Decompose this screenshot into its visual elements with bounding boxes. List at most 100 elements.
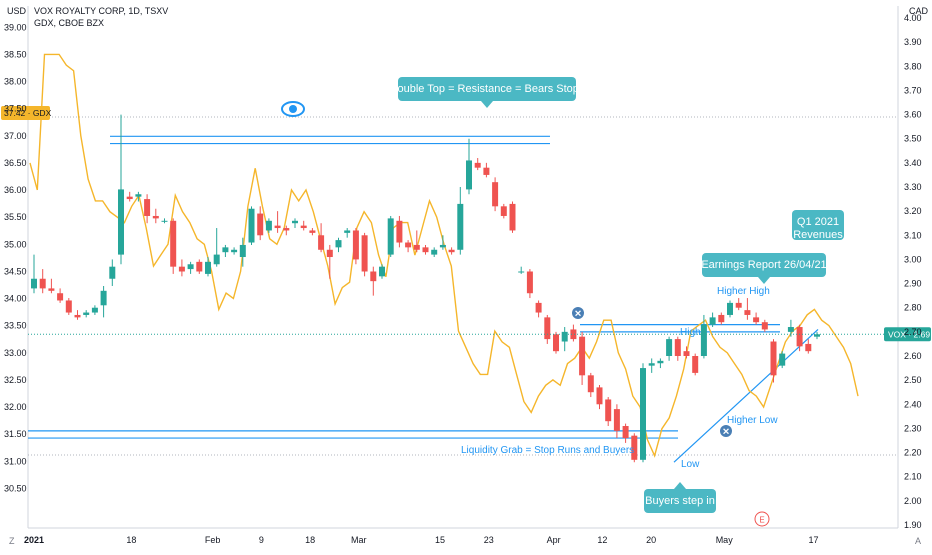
time-axis-tick-label: Mar [351, 535, 367, 545]
candle-body [205, 261, 211, 274]
candle-body [814, 334, 820, 337]
time-axis-tick-label: 15 [435, 535, 445, 545]
right-axis-tick-label: 2.70 [904, 327, 922, 337]
left-axis-tick-label[interactable]: 35.50 [4, 212, 27, 222]
buyers-callout-pointer [674, 482, 686, 489]
left-axis-tick-label[interactable]: 32.50 [4, 375, 27, 385]
left-axis-tick-label[interactable]: 35.00 [4, 239, 27, 249]
zoom-z-button[interactable]: Z [9, 536, 15, 546]
right-axis-tick-label: 1.90 [904, 520, 922, 530]
right-axis-tick-label: 2.30 [904, 423, 922, 433]
left-axis-tick-label[interactable]: 37.00 [4, 131, 27, 141]
left-axis-tick-label[interactable]: 30.50 [4, 483, 27, 493]
candle-body [39, 278, 46, 289]
time-axis[interactable]: 2021 18 Feb 9 18 Mar 15 23 Apr 12 20 May 17 [24, 535, 819, 545]
candle-body [666, 339, 673, 356]
candle-body [553, 334, 559, 352]
left-price-axis[interactable]: 39.00 38.50 38.00 37.50 37.00 36.50 36.00 35.50… [4, 22, 27, 493]
candle-body [396, 220, 403, 243]
candle-body [31, 278, 37, 289]
candle-body [709, 317, 716, 325]
left-axis-tick-label[interactable]: 36.50 [4, 158, 27, 168]
candle-body [500, 206, 507, 216]
candle-body [152, 215, 159, 219]
candle-body [796, 327, 803, 347]
left-axis-tick-label[interactable]: 33.50 [4, 321, 27, 331]
auto-scale-button[interactable]: A [915, 536, 922, 546]
candle-body [213, 254, 220, 265]
gdx-line [29, 53, 859, 458]
candle-body [292, 220, 298, 224]
higher-low-annotation: Higher Low [727, 415, 778, 426]
time-axis-tick-label: 20 [646, 535, 656, 545]
candle-body [257, 213, 264, 236]
right-axis-tick-label: 2.40 [904, 399, 922, 409]
high-annotation: High [680, 327, 701, 338]
candle-body [509, 203, 516, 231]
candle-body [335, 240, 342, 248]
left-axis-tick-label[interactable]: 31.00 [4, 456, 27, 466]
candle-body [100, 290, 107, 306]
gdx-price-badge [1, 105, 50, 120]
candle-body [457, 203, 464, 250]
vox-price-badge-text: VOX · 2.69 [888, 329, 930, 339]
right-axis-tick-label: 2.90 [904, 279, 922, 289]
candle-body [492, 182, 499, 207]
left-unit-label[interactable]: USD [7, 6, 27, 16]
left-axis-tick-label[interactable]: 34.00 [4, 294, 27, 304]
time-axis-tick-label: 17 [809, 535, 819, 545]
candle-body [674, 339, 681, 356]
left-axis-tick-label[interactable]: 39.00 [4, 22, 27, 32]
candle-body [787, 327, 794, 332]
earnings-callout-pointer [758, 277, 770, 284]
candle-body [640, 368, 646, 460]
candle-body [431, 249, 438, 255]
candle-body [283, 228, 290, 231]
earnings-event-letter: E [759, 516, 764, 525]
left-axis-tick-label[interactable]: 38.50 [4, 49, 27, 59]
left-axis-tick-label[interactable]: 34.50 [4, 266, 27, 276]
right-axis-tick-label: 2.80 [904, 303, 922, 313]
right-axis-tick-label: 3.70 [904, 85, 922, 95]
candle-body [231, 249, 238, 253]
right-axis-tick-label: 2.20 [904, 448, 922, 458]
right-axis-tick-label: 4.00 [904, 13, 922, 23]
annotation-layer: Double Top = Resistance = Bears Stops Buy… [1, 77, 931, 527]
left-axis-tick-label[interactable]: 38.00 [4, 77, 27, 87]
candle-body [91, 307, 98, 313]
candle-body [352, 230, 359, 260]
candle-body [196, 261, 203, 272]
candle-body [187, 264, 194, 270]
candle-body [631, 435, 638, 460]
buyers-callout-text: Buyers step in [645, 495, 715, 507]
candle-body [109, 266, 116, 279]
q1-revenue-callout-text: Q1 2021 [797, 216, 839, 228]
candle-body [361, 235, 368, 272]
right-price-axis[interactable]: 4.00 3.90 3.80 3.70 3.60 3.50 3.40 3.30 3.20 3.10… [904, 13, 922, 530]
time-axis-tick-label: 18 [126, 535, 136, 545]
left-axis-tick-label[interactable]: 33.00 [4, 348, 27, 358]
candle-body [300, 225, 307, 229]
candle-body [422, 247, 429, 253]
candle-body [135, 194, 142, 197]
right-axis-tick-label: 3.30 [904, 182, 922, 192]
liquidity-annotation: Liquidity Grab = Stop Runs and Buyers [461, 445, 634, 456]
candle-body [605, 399, 612, 422]
candle-body [57, 293, 64, 301]
time-axis-tick-label: 2021 [24, 535, 44, 545]
left-axis-tick-label[interactable]: 37.50 [4, 104, 27, 114]
left-axis-tick-label[interactable]: 31.50 [4, 429, 27, 439]
candle-body [613, 409, 620, 431]
candle-body [779, 353, 786, 366]
left-axis-tick-label[interactable]: 36.00 [4, 185, 27, 195]
candle-body [518, 271, 525, 273]
time-axis-tick-label: 23 [484, 535, 494, 545]
candle-body [118, 189, 124, 255]
vox-price-badge [884, 327, 931, 342]
candle-body [265, 220, 272, 231]
left-axis-tick-label[interactable]: 32.00 [4, 402, 27, 412]
candle-body [222, 247, 229, 253]
right-unit-label[interactable]: CAD [909, 6, 929, 16]
right-axis-tick-label: 3.10 [904, 230, 922, 240]
